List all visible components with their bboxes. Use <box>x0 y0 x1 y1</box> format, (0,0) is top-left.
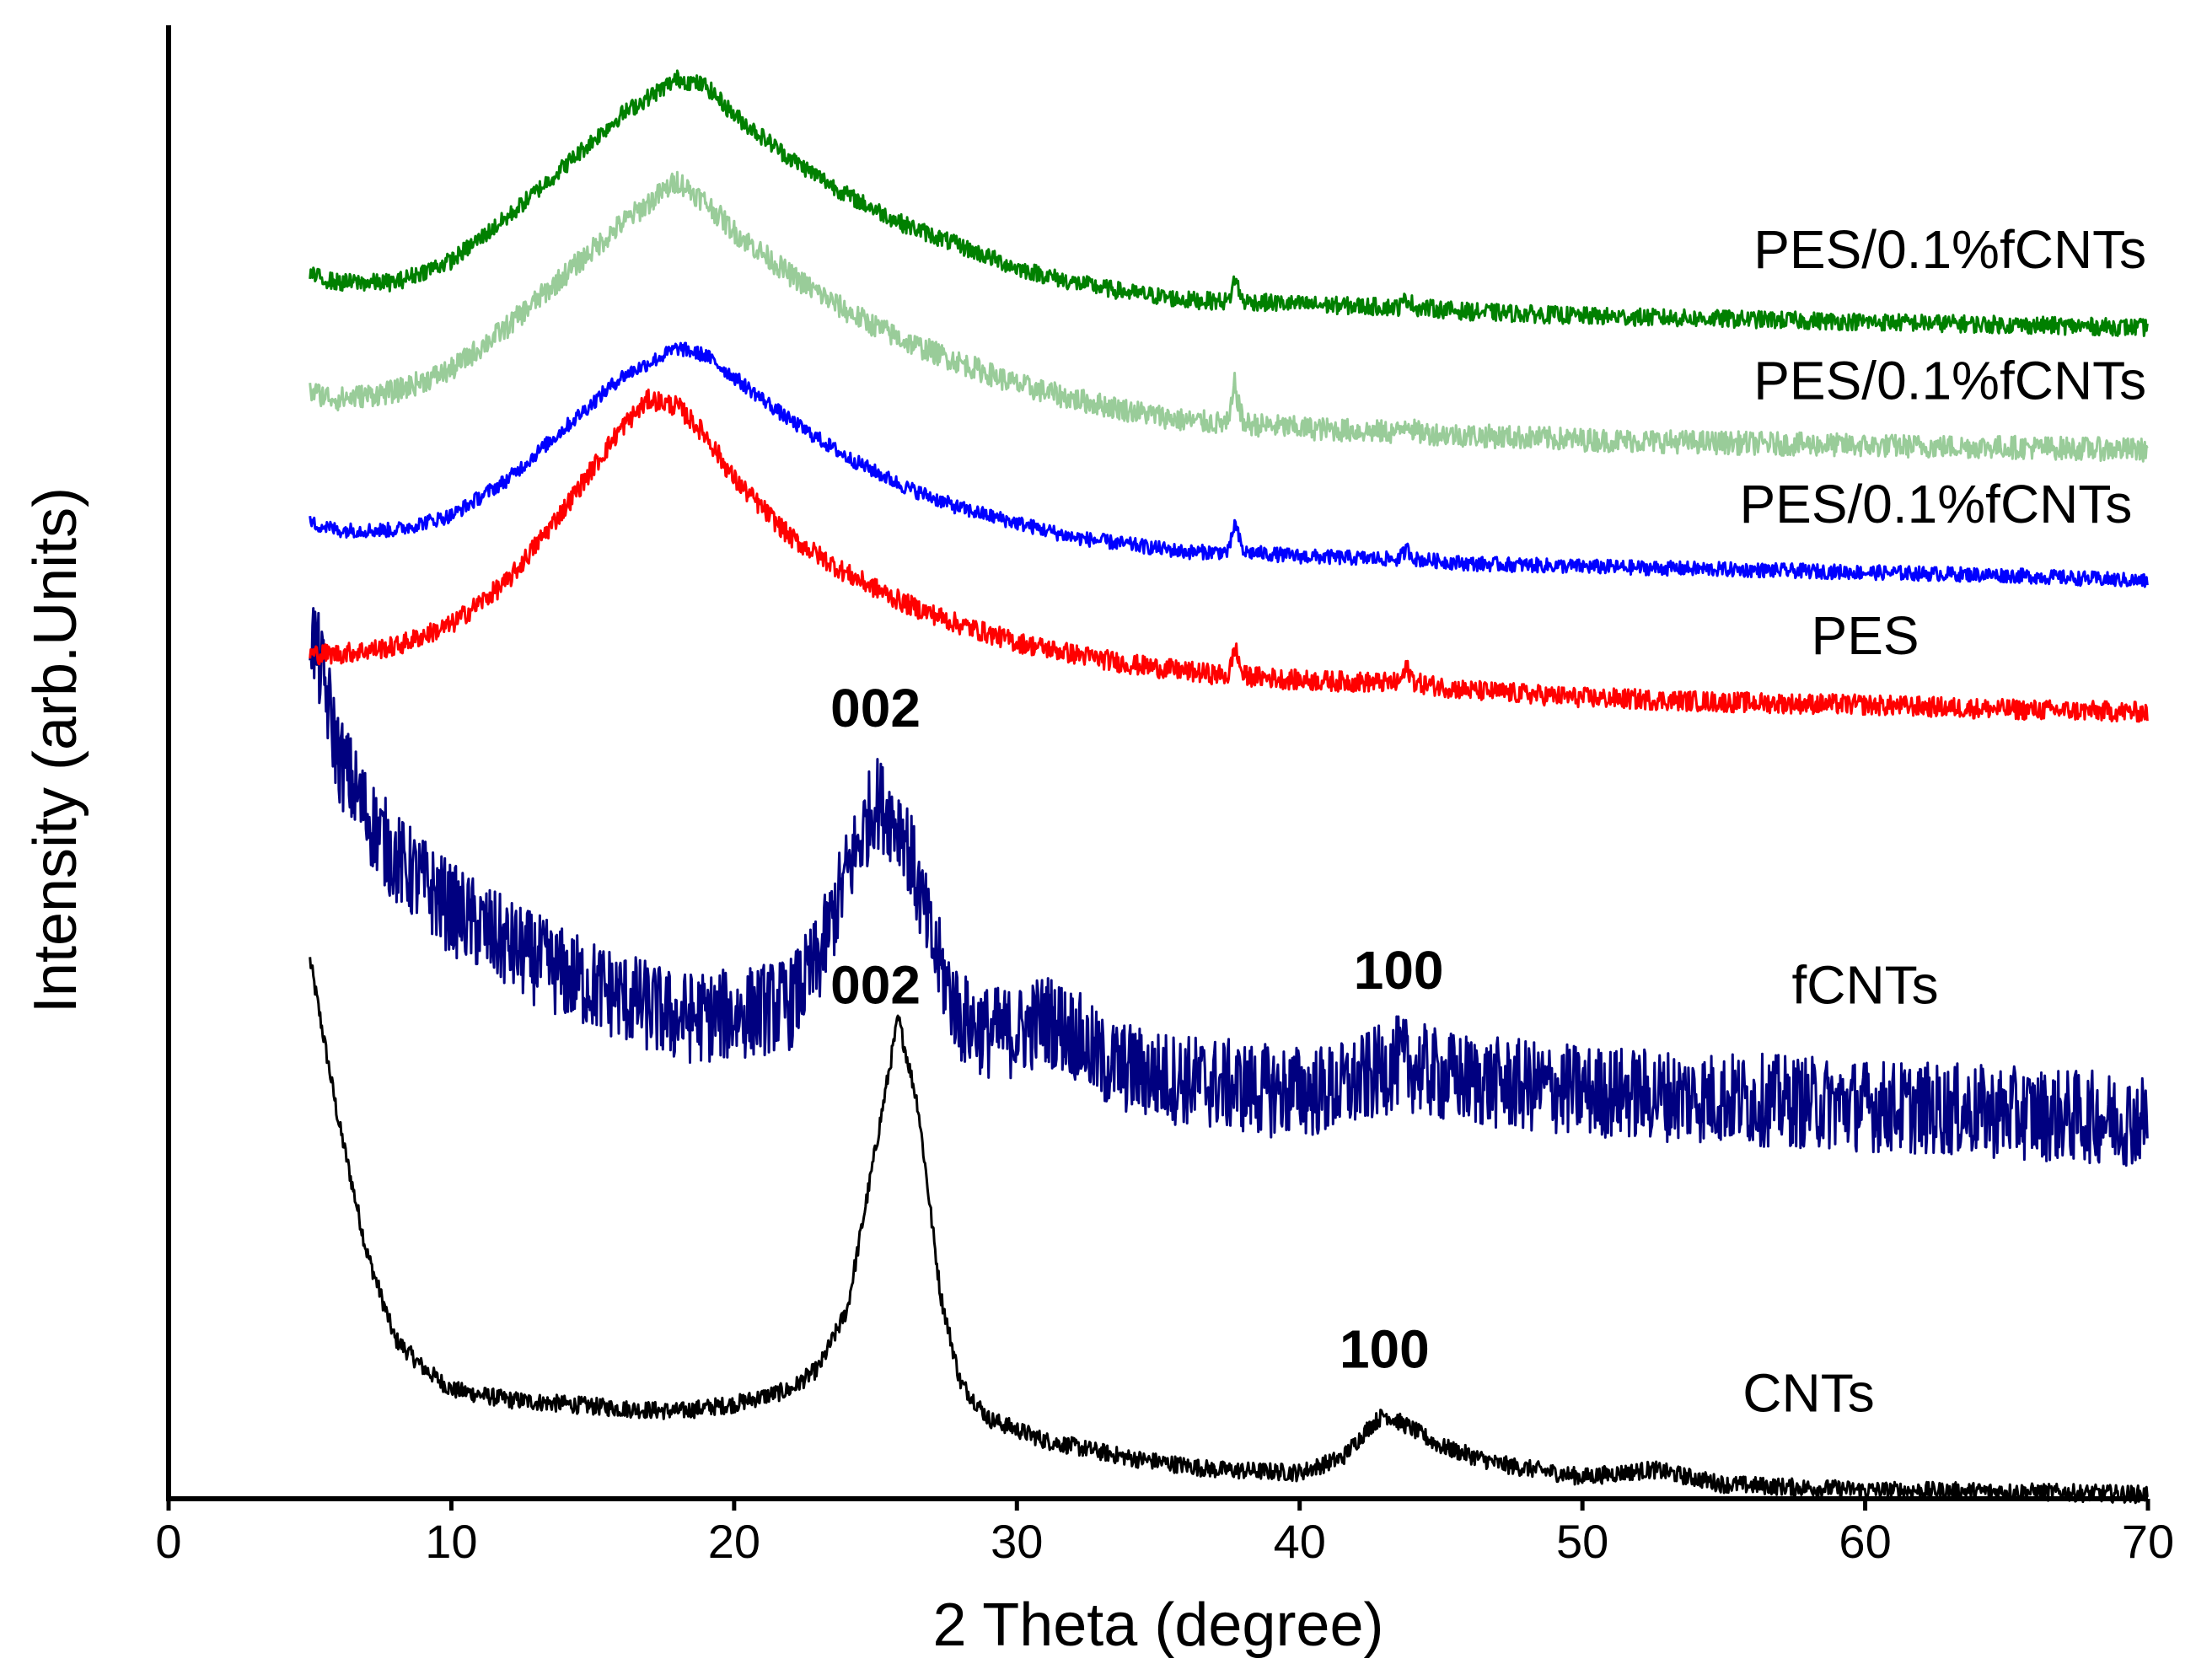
series-label: fCNTs <box>1791 954 1938 1015</box>
y-axis-title: Intensity (arb.Units) <box>22 487 89 1013</box>
x-tick-label: 0 <box>155 1515 181 1568</box>
series-line-5 <box>309 69 2149 337</box>
series-label-layer: PES/0.1%fCNTs PES/0.1%fCNTs PES/0.1%fCNTs P… <box>1739 219 2146 1423</box>
peak-annotation: 100 <box>1354 940 1444 1001</box>
x-tick-label: 70 <box>2122 1515 2174 1568</box>
peak-annotation: 100 <box>1340 1318 1430 1379</box>
series-label: PES/0.1%fCNTs <box>1753 350 2146 411</box>
x-tick-label: 30 <box>991 1515 1043 1568</box>
peak-annotation: 002 <box>830 678 921 738</box>
x-tick-label: 40 <box>1274 1515 1326 1568</box>
series-label: PES/0.1%fCNTs <box>1753 219 2146 280</box>
x-tick-label: 60 <box>1839 1515 1891 1568</box>
annotation-layer: 002 002 100 100 <box>830 678 1443 1379</box>
x-tick-label: 20 <box>708 1515 760 1568</box>
x-tick-label: 50 <box>1556 1515 1608 1568</box>
series-label: CNTs <box>1742 1362 1874 1423</box>
series-line-4 <box>309 170 2149 463</box>
x-tick-label: 10 <box>425 1515 477 1568</box>
series-layer <box>309 69 2149 1505</box>
x-tick-layer: 0 10 20 30 40 50 60 70 <box>155 1499 2174 1568</box>
series-line-3 <box>309 341 2149 588</box>
peak-annotation: 002 <box>830 954 921 1015</box>
series-line-2 <box>309 388 2149 723</box>
series-line-1 <box>309 607 2149 1167</box>
x-axis-title: 2 Theta (degree) <box>932 1591 1383 1659</box>
series-label: PES/0.1%fCNTs <box>1739 474 2132 534</box>
series-label: PES <box>1812 605 1919 666</box>
